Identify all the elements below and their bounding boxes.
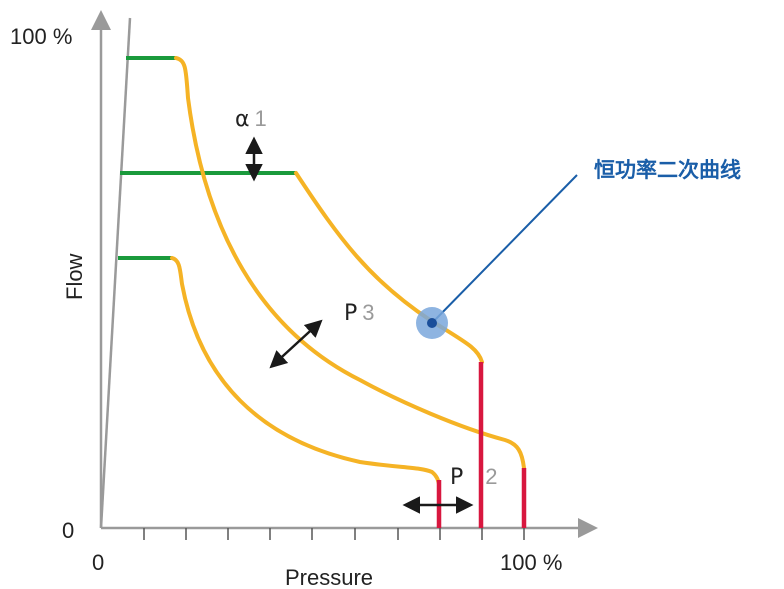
x-origin-label: 0 bbox=[92, 550, 104, 575]
param-alpha-symbol: α bbox=[235, 107, 250, 132]
callout-leader-line bbox=[431, 174, 578, 324]
x-max-label: 100 % bbox=[500, 550, 562, 575]
power-curve-middle bbox=[294, 171, 484, 364]
pressure-cutoffs bbox=[436, 362, 527, 528]
x-axis-title: Pressure bbox=[285, 565, 373, 589]
param-alpha-index: 1 bbox=[255, 106, 267, 131]
flow-limits bbox=[118, 56, 296, 260]
power-curve-top bbox=[174, 56, 526, 470]
callout-marker-dot bbox=[427, 318, 437, 328]
double-arrow-diagonal-icon bbox=[269, 319, 323, 369]
y-max-label: 100 % bbox=[10, 24, 72, 49]
power-curves bbox=[170, 56, 526, 486]
param-p2-symbol: P bbox=[450, 465, 463, 490]
callout-label: 恒功率二次曲线 bbox=[594, 158, 741, 182]
y-origin-label: 0 bbox=[62, 518, 74, 543]
displacement-line bbox=[99, 17, 132, 529]
param-p3-symbol: P bbox=[344, 301, 357, 326]
y-axis-title: Flow bbox=[62, 253, 87, 300]
power-curve-bottom bbox=[170, 256, 441, 486]
axes bbox=[91, 10, 598, 540]
param-p3-index: 3 bbox=[362, 300, 374, 325]
x-axis-ticks bbox=[143, 528, 525, 540]
param-p2-index: 2 bbox=[485, 464, 497, 489]
